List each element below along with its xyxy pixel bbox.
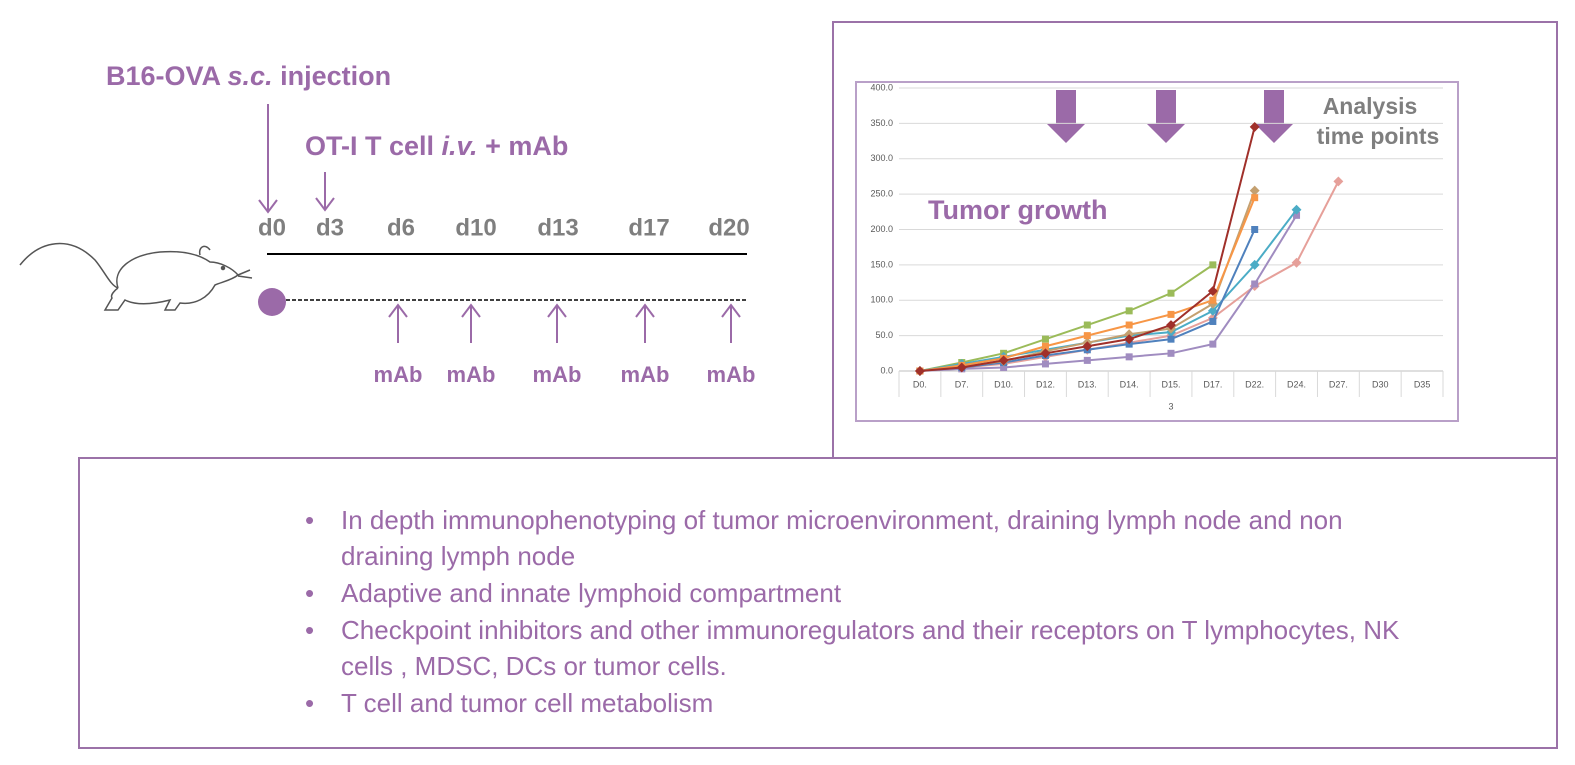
point-marker xyxy=(1251,194,1259,202)
point-marker xyxy=(1167,289,1175,297)
treatment-arrow xyxy=(635,303,655,343)
text-panel xyxy=(78,457,1558,749)
x-tick-label: D17. xyxy=(1203,379,1222,389)
x-tick-label: D35 xyxy=(1414,379,1431,389)
treatment-label: mAb xyxy=(447,362,496,387)
point-marker xyxy=(1125,321,1133,329)
day-label: d17 xyxy=(628,214,669,241)
timeline-arrows xyxy=(258,104,335,214)
point-marker xyxy=(1209,340,1217,348)
point-marker xyxy=(1125,353,1133,361)
point-marker xyxy=(1333,176,1344,187)
point-marker xyxy=(1293,211,1301,219)
y-tick-label: 100.0 xyxy=(870,295,893,305)
x-tick-label: D0. xyxy=(913,379,927,389)
day-label: d13 xyxy=(537,214,578,241)
day-label: d3 xyxy=(316,214,344,241)
point-marker xyxy=(1291,204,1302,215)
point-marker xyxy=(1209,261,1217,269)
point-marker xyxy=(914,366,925,376)
annotation: Tumor growth xyxy=(928,195,1107,225)
point-marker xyxy=(1082,341,1093,352)
point-marker xyxy=(1124,334,1135,345)
treatment-label: mAb xyxy=(707,362,756,387)
point-marker xyxy=(1083,332,1091,340)
point-marker xyxy=(1249,259,1260,270)
y-tick-label: 200.0 xyxy=(870,224,893,234)
y-tick-label: 300.0 xyxy=(870,153,893,163)
bullet-item: T cell and tumor cell metabolism xyxy=(305,685,1415,721)
point-marker xyxy=(956,362,967,373)
treatment-arrow xyxy=(388,303,408,343)
point-marker xyxy=(1209,317,1217,325)
point-marker xyxy=(1251,226,1259,233)
x-tick-label: D24. xyxy=(1287,379,1306,389)
x-tick-label: D12. xyxy=(1036,379,1055,389)
point-marker xyxy=(1000,363,1008,371)
day-label: d6 xyxy=(387,214,415,241)
x-tick-label: D10. xyxy=(994,379,1013,389)
point-marker xyxy=(1291,257,1302,268)
series-line xyxy=(919,264,1214,372)
point-marker xyxy=(1207,305,1218,316)
start-dot xyxy=(258,288,286,316)
point-marker xyxy=(1249,185,1260,196)
treatment-label: mAb xyxy=(533,362,582,387)
y-tick-label: 50.0 xyxy=(875,330,893,340)
y-tick-label: 400.0 xyxy=(870,82,893,92)
treatment-arrow xyxy=(547,303,567,343)
point-marker xyxy=(1041,342,1049,350)
treatment-label: mAb xyxy=(621,362,670,387)
injection-label: B16-OVA s.c. injection xyxy=(106,61,391,91)
point-marker xyxy=(1251,280,1259,288)
point-marker xyxy=(1249,121,1260,132)
point-marker xyxy=(998,355,1009,366)
chart-arrows xyxy=(1047,90,1293,143)
bullet-item: Adaptive and innate lymphoid compartment xyxy=(305,575,1415,611)
x-tick-label: D14. xyxy=(1120,379,1139,389)
mouse-drawing xyxy=(19,243,253,311)
y-tick-label: 150.0 xyxy=(870,259,893,269)
point-marker xyxy=(1041,360,1049,368)
point-marker xyxy=(1167,349,1175,357)
x-axis-title: 3 xyxy=(1168,401,1173,411)
x-tick-label: D13. xyxy=(1078,379,1097,389)
x-tick-label: D30 xyxy=(1372,379,1389,389)
treatment-label: mAb xyxy=(374,362,423,387)
y-tick-label: 0.0 xyxy=(880,365,893,375)
x-tick-label: D15. xyxy=(1161,379,1180,389)
series-line xyxy=(919,214,1298,372)
bullet-item: Checkpoint inhibitors and other immunore… xyxy=(305,612,1415,684)
x-tick-label: D27. xyxy=(1329,379,1348,389)
point-marker xyxy=(1040,348,1051,359)
day-label: d0 xyxy=(258,214,286,241)
y-tick-label: 350.0 xyxy=(870,118,893,128)
day-label: d20 xyxy=(708,214,749,241)
treatment-arrow xyxy=(721,303,741,343)
annotation: Analysis xyxy=(1323,93,1418,119)
treatment-arrow xyxy=(461,303,481,343)
point-marker xyxy=(1083,356,1091,364)
point-marker xyxy=(1125,340,1133,348)
point-marker xyxy=(1209,296,1217,304)
bullet-list: In depth immunophenotyping of tumor micr… xyxy=(305,502,1415,722)
x-tick-label: D7. xyxy=(955,379,969,389)
point-marker xyxy=(1041,335,1049,343)
point-marker xyxy=(1207,286,1218,297)
y-tick-label: 250.0 xyxy=(870,189,893,199)
point-marker xyxy=(1167,310,1175,318)
point-marker xyxy=(1124,329,1135,340)
x-tick-label: D22. xyxy=(1245,379,1264,389)
point-marker xyxy=(1125,307,1133,315)
point-marker xyxy=(1083,321,1091,329)
day-label: d10 xyxy=(455,214,496,241)
point-marker xyxy=(1166,320,1176,330)
point-marker xyxy=(1167,335,1175,343)
transfer-label: OT-I T cell i.v. + mAb xyxy=(305,131,568,161)
annotation: time points xyxy=(1317,123,1440,149)
bullet-item: In depth immunophenotyping of tumor micr… xyxy=(305,502,1415,574)
